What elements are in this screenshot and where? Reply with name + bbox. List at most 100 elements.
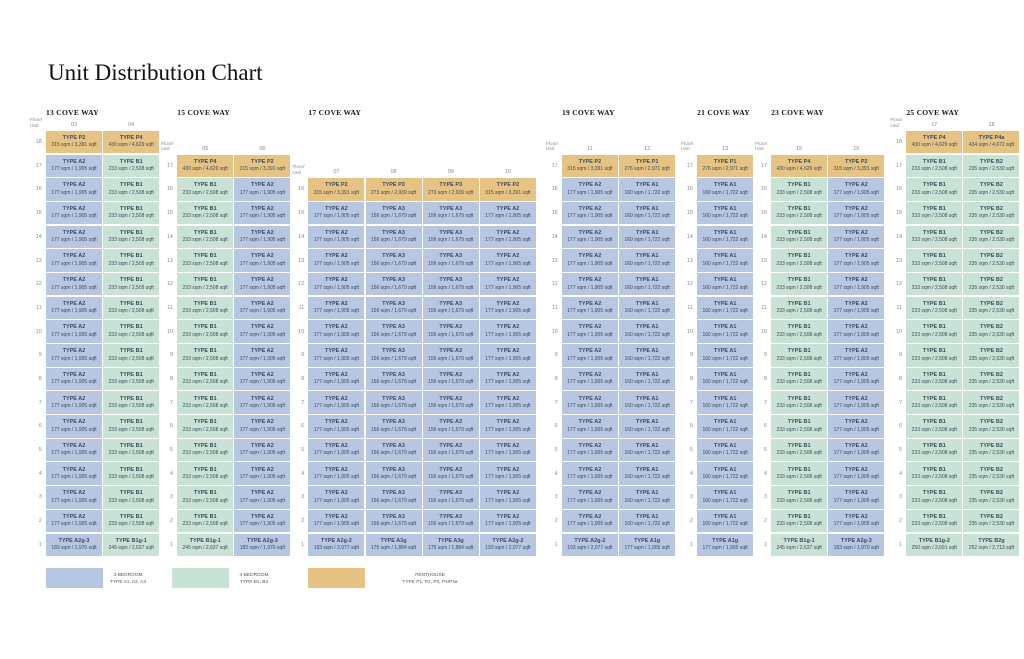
floor-row: 9 TYPE B1 233 sqm / 2,508 sqft TYPE A2 177 s…: [755, 344, 885, 367]
floor-unit-label: Floor/ Unit: [890, 117, 903, 129]
unit-cell: TYPE A2 177 sqm / 1,905 sqft: [479, 344, 536, 367]
unit-cell: TYPE A3 156 sqm / 1,679 sqft: [422, 201, 479, 225]
unit-area: 177 sqm / 1,905 sqft: [833, 331, 879, 338]
unit-type: TYPE A1: [635, 348, 659, 355]
floor-number: 7: [689, 399, 693, 406]
floor-number: 17: [551, 162, 558, 169]
floor-number: 3: [554, 494, 558, 501]
unit-area: 177 sqm / 1,905 sqft: [51, 426, 97, 433]
unit-type: TYPE A2: [578, 513, 602, 520]
unit-type: TYPE A3: [382, 300, 405, 307]
floor-number: 12: [298, 281, 305, 288]
unit-type: TYPE B1g-2: [918, 537, 950, 544]
unit-cell: TYPE A3 156 sqm / 1,679 sqft: [365, 201, 422, 225]
unit-area: 233 sqm / 2,508 sqft: [776, 260, 822, 267]
tower-21-cove-way: 21 COVE WAY Floor/ Unit 13 17 TYPE P1 276 sqm…: [681, 96, 754, 556]
unit-cell: TYPE B1 233 sqm / 2,508 sqft: [771, 272, 828, 296]
unit-type: TYPE A2: [250, 419, 274, 426]
unit-type: TYPE A2: [62, 206, 86, 213]
floor-row: 9 TYPE A2 177 sqm / 1,905 sqft TYPE A1 160 s…: [546, 344, 676, 367]
unit-cell: TYPE P2 315 sqm / 3,391 sqft: [45, 130, 102, 154]
unit-area: 177 sqm / 1,905 sqft: [567, 284, 613, 291]
unit-type: TYPE B1: [787, 419, 811, 426]
unit-cell: TYPE B2 235 sqm / 2,530 sqft: [963, 509, 1020, 533]
unit-area: 156 sqm / 1,679 sqft: [428, 521, 474, 528]
unit-type: TYPE B1: [193, 324, 217, 331]
unit-cell: TYPE A1 160 sqm / 1,722 sqft: [619, 225, 676, 249]
unit-area: 160 sqm / 1,722 sqft: [702, 450, 748, 457]
unit-cell: TYPE A1 160 sqm / 1,722 sqft: [697, 367, 754, 391]
unit-cell: TYPE A2 177 sqm / 1,905 sqft: [308, 367, 365, 391]
floor-number: 9: [301, 352, 305, 359]
unit-area: 235 sqm / 2,530 sqft: [968, 521, 1015, 528]
unit-cell: TYPE A3 156 sqm / 1,679 sqft: [422, 486, 479, 509]
unit-cell: TYPE A3 156 sqm / 1,679 sqft: [422, 344, 479, 367]
unit-cell: TYPE B1 233 sqm / 2,508 sqft: [906, 272, 963, 296]
floor-row: 14 TYPE B1 233 sqm / 2,508 sqft TYPE A2 177 …: [161, 225, 291, 249]
floor-number: 5: [169, 447, 173, 453]
floor-row: 2 TYPE A1 160 sqm / 1,722 sqft: [681, 509, 754, 533]
unit-cell: TYPE A2 177 sqm / 1,905 sqft: [308, 249, 365, 272]
unit-area: 177 sqm / 1,905 sqft: [313, 450, 360, 457]
unit-cell: TYPE A2 177 sqm / 1,905 sqft: [479, 201, 536, 225]
floor-number: 7: [763, 399, 767, 406]
unit-area: 233 sqm / 2,508 sqft: [776, 213, 822, 220]
unit-cell: TYPE B2 235 sqm / 2,530 sqft: [963, 178, 1020, 201]
floor-row: 5 TYPE A2 177 sqm / 1,905 sqft TYPE A3 156 s…: [292, 438, 536, 462]
floor-number: 6: [763, 423, 767, 430]
unit-cell: TYPE A2 177 sqm / 1,905 sqft: [828, 462, 885, 485]
unit-type: TYPE B1: [787, 490, 811, 497]
unit-type: TYPE P2: [251, 158, 274, 165]
unit-type: TYPE B1: [119, 371, 143, 378]
unit-cell: TYPE A3 156 sqm / 1,679 sqft: [365, 462, 422, 485]
unit-area: 160 sqm / 1,722 sqft: [624, 474, 670, 481]
unit-type: TYPE A2: [324, 348, 348, 355]
unit-cell: TYPE B1 233 sqm / 2,508 sqft: [906, 320, 963, 343]
floor-row: 13 TYPE A2 177 sqm / 1,905 sqft TYPE B1 233 …: [30, 249, 160, 272]
unit-type: TYPE B1: [119, 158, 143, 165]
unit-type: TYPE P4a: [978, 134, 1005, 141]
unit-type: TYPE B2: [980, 324, 1003, 331]
floor-number: 12: [760, 281, 767, 288]
unit-cell: TYPE A1 160 sqm / 1,722 sqft: [697, 225, 754, 249]
floor-number: 2: [38, 518, 42, 525]
unit-area: 177 sqm / 1,905 sqft: [239, 308, 286, 315]
floor-row: 12 TYPE A2 177 sqm / 1,905 sqft TYPE B1 233 …: [30, 272, 160, 296]
unit-type: TYPE A2: [496, 206, 520, 213]
unit-cell: TYPE A2 177 sqm / 1,905 sqft: [479, 320, 536, 343]
unit-cell: TYPE P4 430 sqm / 4,629 sqft: [771, 154, 828, 177]
floor-number: 14: [35, 233, 42, 240]
floor-row: 7 TYPE B1 233 sqm / 2,508 sqft TYPE B2 235 s…: [890, 391, 1020, 414]
unit-type: TYPE A1: [635, 253, 659, 260]
unit-type: TYPE B1: [119, 348, 143, 355]
unit-area: 233 sqm / 2,508 sqft: [776, 426, 822, 433]
unit-cell: TYPE B1 233 sqm / 2,508 sqft: [906, 201, 963, 225]
floor-number: 6: [554, 423, 558, 430]
unit-cell: TYPE B2 235 sqm / 2,530 sqft: [963, 344, 1020, 367]
unit-cell: TYPE A1 160 sqm / 1,722 sqft: [697, 178, 754, 201]
unit-area: 233 sqm / 2,508 sqft: [108, 189, 154, 196]
unit-area: 160 sqm / 1,722 sqft: [624, 450, 670, 457]
unit-cell: TYPE A3 156 sqm / 1,679 sqft: [365, 320, 422, 343]
unit-header-row: 11 12: [562, 144, 675, 152]
unit-area: 177 sqm / 1,905 sqft: [567, 450, 613, 457]
floor-number: 9: [38, 352, 42, 359]
unit-cell: TYPE B1 233 sqm / 2,508 sqft: [177, 225, 234, 249]
unit-type: TYPE A2: [496, 442, 520, 449]
unit-cell: TYPE A2g-2 193 sqm / 2,077 sqft: [479, 533, 536, 556]
unit-type: TYPE B1: [922, 490, 946, 497]
floor-row: 4 TYPE B1 233 sqm / 2,508 sqft TYPE A2 177 s…: [755, 462, 885, 485]
unit-cell: TYPE A2 177 sqm / 1,905 sqft: [308, 438, 365, 462]
unit-type: TYPE A3: [439, 300, 463, 307]
unit-cell: TYPE A2 177 sqm / 1,905 sqft: [479, 225, 536, 249]
unit-cell: TYPE B1 233 sqm / 2,508 sqft: [103, 438, 160, 462]
floor-row: 9 TYPE A1 160 sqm / 1,722 sqft: [681, 344, 754, 367]
unit-type: TYPE B1: [119, 277, 143, 284]
floor-number: 9: [763, 352, 767, 359]
tower-title: 15 COVE WAY: [177, 108, 231, 117]
unit-area: 177 sqm / 1,905 sqft: [239, 450, 286, 457]
unit-cell: TYPE A1g 177 sqm / 1,905 sqft: [697, 533, 754, 556]
unit-cell: TYPE A2 177 sqm / 1,905 sqft: [234, 391, 291, 414]
unit-area: 233 sqm / 2,508 sqft: [108, 521, 154, 528]
floor-number: 5: [763, 447, 767, 453]
